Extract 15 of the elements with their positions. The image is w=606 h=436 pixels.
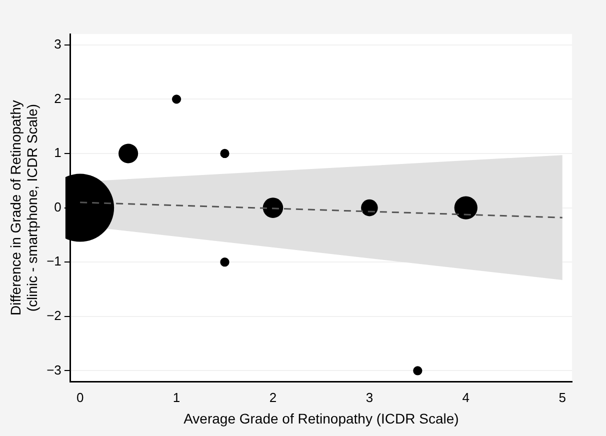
x-tick-label: 0 [76, 390, 84, 405]
y-tick-label: 0 [54, 199, 62, 214]
y-tick-label: 2 [54, 90, 62, 106]
x-tick-label: 3 [366, 390, 374, 405]
x-tick-label: 4 [462, 390, 470, 405]
y-tick-label: 3 [54, 36, 62, 52]
x-tick-label: 2 [269, 390, 277, 405]
x-tick-label: 1 [172, 390, 180, 405]
x-tick-label: 5 [558, 390, 566, 405]
y-tick-label: −1 [46, 254, 62, 269]
y-axis-title: Difference in Grade of Retinopathy (clinic - smartphone, ICDR Scale) [7, 100, 40, 316]
x-axis-title: Average Grade of Retinopathy (ICDR Scale) [184, 410, 459, 426]
y-tick-label: −2 [46, 308, 62, 324]
y-tick-label: −3 [46, 362, 62, 378]
y-tick-label: 1 [54, 145, 62, 160]
